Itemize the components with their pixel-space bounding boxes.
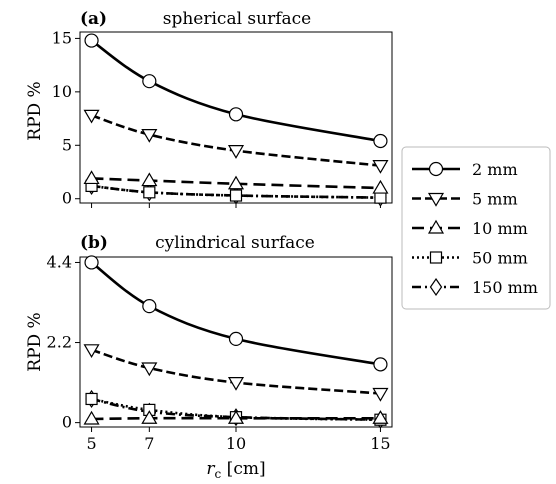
panel-b-data-point	[83, 410, 100, 425]
panel-a-series-line	[90, 39, 381, 143]
panel-b-series-5-mm	[83, 344, 389, 402]
legend: 2 mm 5 mm 10 mm 50 mm 150 mm	[401, 146, 551, 310]
panel-b-ytick-label: 4.4	[47, 252, 72, 271]
panel-b-title: cylindrical surface	[155, 233, 315, 253]
panel-a-data-point	[228, 107, 244, 122]
panel-a-data-point	[83, 170, 100, 185]
panel-b-series-line	[91, 348, 381, 395]
panel-b-series-line	[91, 416, 381, 421]
panel-a-data-point	[372, 159, 389, 174]
legend-entry: 5 mm	[412, 190, 518, 209]
panel-b-xtick-label: 5	[86, 434, 96, 453]
legend-entry: 150 mm	[412, 277, 538, 297]
legend-entry: 10 mm	[412, 219, 528, 238]
legend-label: 2 mm	[472, 160, 518, 179]
panel-a-data-point	[141, 172, 158, 187]
panel-b-xtick-label: 10	[226, 434, 246, 453]
panel-a-data-point	[142, 74, 157, 89]
panel-b-data-point	[141, 410, 158, 424]
panel-b-data-point	[372, 410, 389, 424]
panel-a-data-point	[141, 129, 158, 143]
legend-marker	[427, 219, 445, 234]
panel-a-series-10-mm	[83, 170, 389, 194]
panel-a-data-point	[227, 145, 245, 159]
panel-spherical-surface: (a) spherical surface RPD % 0 5 10 15	[25, 9, 393, 208]
panel-a-series-line	[91, 177, 381, 190]
panel-a-series-5-mm	[83, 109, 389, 174]
panel-a-series-2-mm	[84, 33, 388, 149]
panel-b-data-point	[142, 299, 157, 314]
panel-b-data-point	[373, 357, 388, 372]
panel-a-title: spherical surface	[163, 9, 311, 29]
legend-marker	[429, 277, 443, 297]
panel-a-ytick-label: 10	[52, 82, 72, 101]
panel-a-data-point	[84, 33, 99, 48]
panel-b-xtick-label: 7	[144, 434, 154, 453]
panel-cylindrical-surface: (b) cylindrical surface RPD % 0 2.2 4.4 5 7 1…	[25, 233, 393, 453]
legend-label: 5 mm	[472, 190, 518, 209]
legend-label: 150 mm	[472, 278, 538, 297]
panel-a-data-point	[83, 109, 100, 124]
panel-b-xtick-label: 15	[370, 434, 390, 453]
legend-entry: 50 mm	[412, 249, 528, 268]
panel-b-series-line	[90, 261, 381, 366]
panel-a-data-point	[143, 186, 156, 199]
legend-marker	[427, 192, 445, 207]
panel-b-data-point	[227, 410, 245, 424]
panel-b-ytick-label: 0	[62, 413, 72, 432]
panel-b-data-point	[372, 387, 389, 402]
panel-b-xlabel: rc [cm]	[206, 459, 265, 481]
panel-b-series-line	[91, 397, 381, 422]
panel-a-ylabel: RPD %	[25, 81, 45, 140]
legend-label: 50 mm	[472, 249, 528, 268]
legend-entry: 2 mm	[412, 160, 518, 179]
panel-a-ytick-label: 5	[62, 135, 72, 154]
panel-b-data-point	[141, 362, 158, 377]
legend-frame	[401, 146, 551, 310]
panel-a-label: (a)	[80, 9, 107, 29]
panel-a-ytick-label: 0	[62, 189, 72, 208]
panel-a-series-line	[91, 114, 381, 167]
panel-b-data-point	[84, 255, 99, 270]
panel-b-data-point	[228, 331, 244, 347]
panel-b-series-10-mm	[83, 410, 389, 425]
panel-b-data-point	[83, 344, 100, 359]
panel-b-ytick-label: 2.2	[47, 333, 72, 352]
panel-b-ylabel: RPD %	[25, 312, 45, 371]
panel-a-ytick-label: 15	[52, 28, 72, 47]
panel-b-label: (b)	[80, 233, 108, 253]
panel-a-data-point	[374, 191, 387, 204]
panel-a-data-point	[372, 179, 389, 194]
panel-a-series-line	[91, 184, 381, 199]
panel-b-series-2-mm	[84, 255, 388, 372]
legend-marker	[429, 251, 443, 264]
legend-marker	[428, 161, 444, 177]
panel-a-data-point	[373, 133, 388, 149]
panel-a-data-point	[227, 175, 245, 190]
panel-a-data-point	[229, 189, 243, 202]
legend-label: 10 mm	[472, 219, 528, 238]
panel-b-data-point	[227, 376, 245, 391]
panel-b-data-point	[85, 392, 98, 406]
